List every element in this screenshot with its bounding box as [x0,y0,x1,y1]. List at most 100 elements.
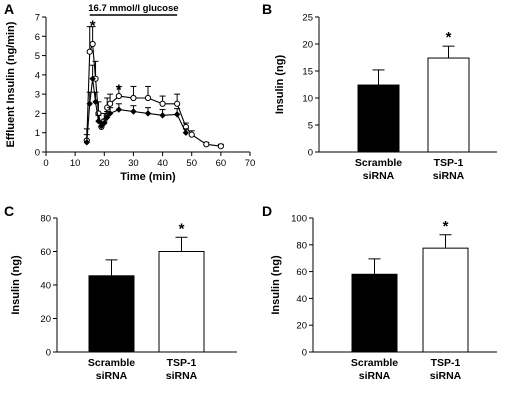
x-tick-label: 50 [186,158,197,169]
series-line [86,78,187,143]
category-label: Scramble [351,357,398,369]
y-tick-label: 100 [291,214,307,225]
data-point [159,112,166,119]
glucose-annotation: 16.7 mmol/l glucose [88,3,178,14]
data-point [174,100,181,107]
data-point [144,94,152,102]
y-tick-label: 5 [308,121,313,132]
significance-star: * [179,220,185,237]
data-point [95,117,102,125]
series-line [86,43,221,147]
data-point [86,48,93,55]
category-label: siRNA [433,170,465,182]
category-label: siRNA [430,370,462,382]
bar-scramble-sirna [88,275,135,353]
y-tick-label: 7 [35,13,40,24]
x-tick-label: 20 [99,158,110,169]
y-tick-label: 20 [302,40,313,51]
significance-star: * [443,218,449,235]
data-point [203,141,210,148]
category-label: siRNA [363,170,395,182]
category-label: Scramble [88,357,135,369]
panel-a-line-chart: A 0 1 2 3 4 5 6 7 Effluent Insulin (ng/min) 0 10 20 3… [4,1,255,183]
y-tick-label: 0 [308,148,313,159]
data-point [115,106,123,113]
data-point [104,114,111,121]
category-label: siRNA [96,370,128,382]
data-point [89,75,96,82]
category-label: Scramble [355,157,402,169]
bar-tsp1-sirna [158,251,205,353]
panel-letter: B [262,1,272,17]
x-axis-title: Time (min) [120,171,176,183]
significance-star: * [446,29,452,46]
category-label: siRNA [359,370,391,382]
data-point [89,40,96,48]
panel-letter: A [4,1,14,17]
y-axis-title: Effluent Insulin (ng/min) [5,21,17,147]
category-label: TSP-1 [431,357,461,369]
data-point [101,119,108,127]
x-tick-label: 0 [43,158,48,169]
y-tick-label: 4 [35,70,40,81]
data-point [107,100,114,107]
data-point [130,108,137,115]
data-point [83,139,90,146]
y-tick-label: 60 [40,247,51,258]
x-tick-label: 70 [245,158,256,169]
y-tick-label: 80 [296,240,307,251]
y-tick-label: 0 [302,348,307,359]
x-tick-label: 10 [70,158,81,169]
y-tick-label: 60 [296,267,307,278]
category-label: siRNA [166,370,198,382]
y-tick-label: 40 [296,294,307,305]
significance-star: * [90,18,96,35]
y-tick-label: 0 [46,348,51,359]
y-tick-label: 6 [35,32,40,43]
y-tick-label: 80 [40,214,51,225]
data-point [130,94,137,102]
data-point [159,100,166,107]
data-point [115,92,122,100]
y-tick-label: 3 [35,90,40,101]
y-tick-label: 10 [302,94,313,105]
category-label: TSP-1 [167,357,197,369]
y-axis-title: Insulin (ng) [274,55,286,115]
y-tick-label: 15 [302,67,313,78]
panel-letter: C [4,203,14,219]
y-tick-label: 1 [35,128,40,139]
y-axis-title: Insulin (ng) [10,255,22,315]
data-point [173,111,181,118]
bar-scramble-sirna [351,273,398,353]
y-tick-label: 20 [40,314,51,325]
x-tick-label: 30 [128,158,139,169]
x-tick-label: 40 [157,158,168,169]
y-tick-label: 2 [35,109,40,120]
y-tick-label: 5 [35,51,40,62]
panel-letter: D [262,203,272,219]
y-tick-label: 40 [40,281,51,292]
data-point [188,131,195,138]
y-tick-label: 20 [296,321,307,332]
y-axis-title: Insulin (ng) [270,255,282,315]
data-point [144,110,152,117]
significance-star: * [116,81,122,98]
data-point [92,98,99,106]
bar-scramble-sirna [357,84,400,153]
data-point [217,143,224,150]
data-point [86,100,93,107]
category-label: TSP-1 [434,157,464,169]
data-point [106,110,114,117]
x-tick-label: 60 [216,158,227,169]
series-open-circle [83,26,224,150]
y-tick-label: 25 [302,13,313,24]
y-tick-label: 0 [35,148,40,159]
series-filled-diamond [83,64,190,146]
bar-tsp1-sirna [427,57,470,153]
bar-tsp1-sirna [422,247,469,353]
data-point [182,129,190,136]
